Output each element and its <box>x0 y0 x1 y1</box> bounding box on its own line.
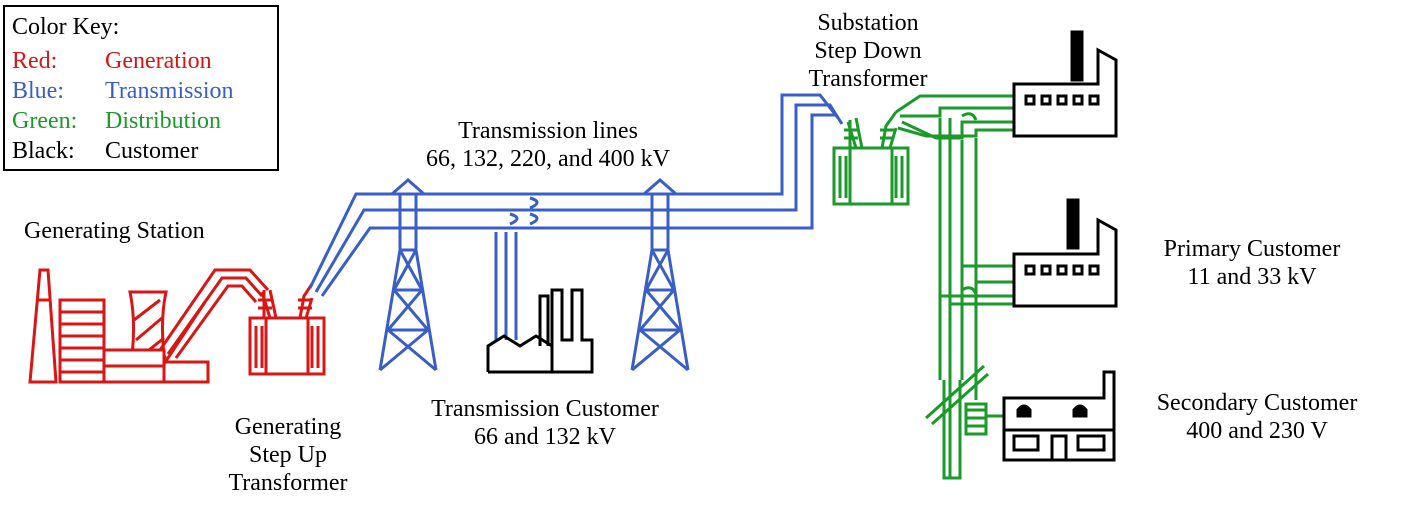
secondary-customer-label-1: Secondary Customer <box>1157 390 1358 416</box>
substation-label-3: Transformer <box>808 66 927 92</box>
transformer-icon <box>248 283 326 376</box>
key-red-label: Red: <box>12 48 57 74</box>
transmission-lines-label-2: 66, 132, 220, and 400 kV <box>426 146 671 172</box>
step-up-label-2: Step Up <box>249 442 327 468</box>
key-green-label: Green: <box>12 108 77 134</box>
transmission-lines <box>308 93 844 340</box>
color-key-box <box>3 5 279 171</box>
step-up-label-1: Generating <box>235 414 342 440</box>
step-up-label-3: Transformer <box>228 470 347 496</box>
primary-customer-label-2: 11 and 33 kV <box>1187 264 1317 290</box>
key-red-value: Generation <box>105 48 212 74</box>
house-icon <box>1002 370 1116 462</box>
transmission-customer-label-2: 66 and 132 kV <box>474 424 617 450</box>
factory-icon <box>1012 30 1118 138</box>
utility-pole-icon <box>924 364 1004 480</box>
power-plant-icon <box>28 268 270 384</box>
substation-label-1: Substation <box>817 10 918 36</box>
factory-icon <box>1012 198 1118 308</box>
pylon-icon <box>378 178 438 372</box>
color-key: Color Key: Red: Generation Blue: Transmi… <box>3 5 279 171</box>
key-blue-value: Transmission <box>105 78 233 104</box>
pylon-icon <box>630 178 690 372</box>
transmission-customer-label-1: Transmission Customer <box>431 396 659 422</box>
transmission-lines-label-1: Transmission lines <box>458 118 638 144</box>
key-black-label: Black: <box>12 138 75 164</box>
substation-label-2: Step Down <box>814 38 921 64</box>
key-black-value: Customer <box>105 138 198 164</box>
key-blue-label: Blue: <box>12 78 64 104</box>
distribution-lines <box>895 94 1014 380</box>
transformer-icon <box>832 111 910 206</box>
factory-icon <box>486 288 594 374</box>
color-key-title: Color Key: <box>12 14 119 40</box>
primary-customer-label-1: Primary Customer <box>1164 236 1341 262</box>
key-green-value: Distribution <box>105 108 221 134</box>
secondary-customer-label-2: 400 and 230 V <box>1186 418 1328 444</box>
generating-station-label: Generating Station <box>24 218 205 244</box>
